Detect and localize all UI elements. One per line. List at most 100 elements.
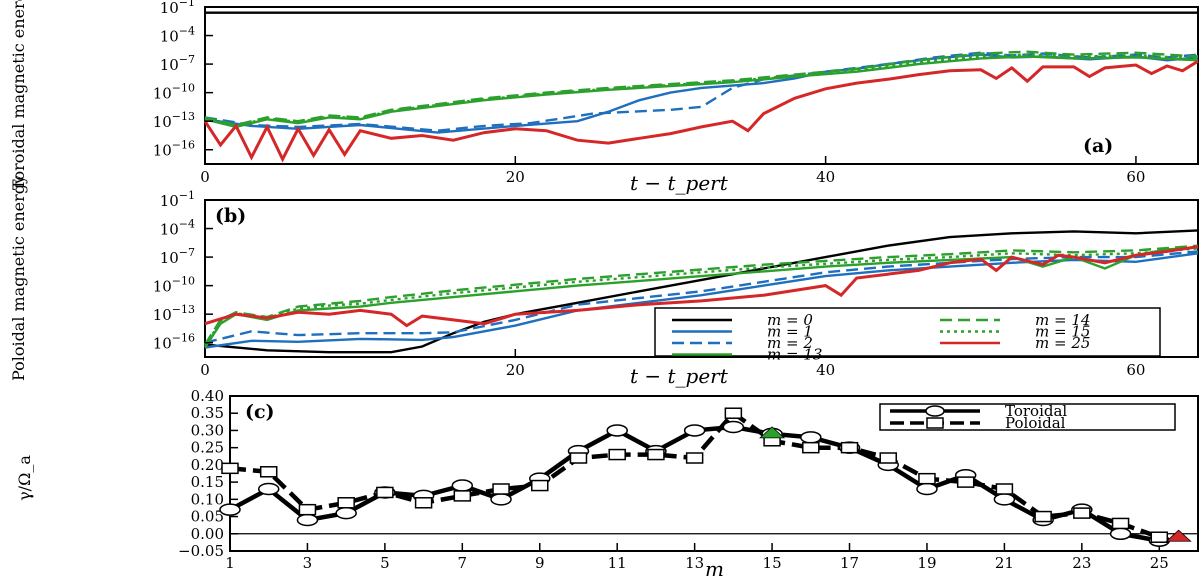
panel-b-y-ticks: 10−1 10−4 10−7 10−10 10−13 10−16 xyxy=(153,189,213,353)
circle-marker xyxy=(683,424,706,437)
square-marker xyxy=(956,476,975,488)
y-tick-label: 10−4 xyxy=(160,25,195,46)
square-marker xyxy=(1111,517,1130,530)
x-tick-label: 0 xyxy=(200,361,210,379)
y-tick-label: 0.25 xyxy=(191,439,224,457)
series-line-0 xyxy=(204,229,1199,354)
circle-marker xyxy=(800,431,822,444)
y-tick-label: 0.40 xyxy=(191,387,224,405)
panel-c: 0.400.350.300.250.200.150.100.050.00−0.0… xyxy=(15,387,1199,579)
circle-marker xyxy=(916,482,938,496)
x-tick-label: 40 xyxy=(816,168,835,186)
circle-marker xyxy=(1109,527,1132,541)
panel-b-series xyxy=(203,229,1199,354)
x-tick-label: 60 xyxy=(1126,168,1145,186)
x-tick-label: 1 xyxy=(225,554,235,572)
legend-label: m = 1 xyxy=(767,323,813,341)
square-marker xyxy=(298,503,317,516)
square-marker xyxy=(259,466,278,478)
series-line-2 xyxy=(204,51,1199,132)
panel-a-x-ticks: 0 20 40 60 xyxy=(200,156,1145,186)
y-tick-label: 10−4 xyxy=(160,218,195,239)
circle-marker xyxy=(993,493,1016,506)
square-marker xyxy=(492,483,510,495)
square-marker xyxy=(918,472,936,485)
circle-marker xyxy=(490,493,512,506)
square-marker xyxy=(724,407,743,419)
x-tick-label: 40 xyxy=(816,361,835,379)
y-tick-label: 10−10 xyxy=(153,275,195,296)
panel-b-legend: m = 0m = 1m = 2m = 13 m = 14m = 15m = 25 xyxy=(654,307,1161,364)
circle-marker xyxy=(451,479,474,492)
panel-b-y-axis-label: Poloidal magnetic energy xyxy=(9,175,28,381)
x-tick-label: 21 xyxy=(995,554,1014,572)
y-tick-label: 10−13 xyxy=(153,110,195,131)
legend-label: Poloidal xyxy=(1005,414,1066,432)
circle-marker xyxy=(296,513,319,527)
legend-label: m = 13 xyxy=(767,346,822,364)
triangle-marker xyxy=(1165,529,1192,542)
y-tick-label: 0.20 xyxy=(191,456,224,474)
x-tick-label: 20 xyxy=(506,361,525,379)
y-tick-label: −0.05 xyxy=(178,542,224,560)
square-marker xyxy=(879,452,897,464)
series-line-2 xyxy=(204,250,1199,344)
x-tick-label: 25 xyxy=(1150,554,1169,572)
y-tick-label: 0.00 xyxy=(191,525,224,543)
y-tick-label: 10−7 xyxy=(160,53,195,74)
y-tick-label: 0.15 xyxy=(191,473,224,491)
series-line-5 xyxy=(204,53,1199,128)
panel-c-y-axis-label: γ/Ω_a xyxy=(15,455,34,501)
panel-b-label: (b) xyxy=(215,205,246,227)
y-tick-label: 10−1 xyxy=(160,189,195,210)
y-tick-label: 0.05 xyxy=(191,508,224,526)
panel-c-label: (c) xyxy=(245,401,275,423)
series-line-1 xyxy=(204,252,1199,349)
circle-marker xyxy=(335,506,357,520)
square-marker xyxy=(1073,507,1091,519)
x-tick-label: 5 xyxy=(380,554,390,572)
y-tick-label: 0.10 xyxy=(191,490,224,508)
legend-marker xyxy=(925,405,945,417)
y-tick-label: 0.35 xyxy=(191,404,224,422)
series-line-5 xyxy=(203,247,1199,347)
square-marker xyxy=(647,448,665,461)
triangle-marker xyxy=(759,426,786,439)
x-tick-label: 11 xyxy=(608,554,627,572)
panel-c-series xyxy=(219,407,1192,547)
y-tick-label: 10−16 xyxy=(153,332,195,353)
series-line-6 xyxy=(204,245,1199,328)
y-tick-label: 10−13 xyxy=(153,303,195,324)
square-marker xyxy=(1150,531,1169,543)
square-marker xyxy=(608,448,626,461)
legend-label: m = 14 xyxy=(1035,311,1090,329)
y-tick-label: 10−16 xyxy=(153,139,195,160)
x-tick-label: 7 xyxy=(458,554,468,572)
legend-label: m = 25 xyxy=(1035,334,1090,352)
panel-a-series xyxy=(203,11,1199,163)
square-marker xyxy=(414,497,433,509)
square-marker xyxy=(802,441,820,454)
square-marker xyxy=(995,483,1014,495)
x-tick-label: 19 xyxy=(917,554,936,572)
panel-a-x-axis-label: t − t_pert xyxy=(630,171,729,195)
circle-marker xyxy=(257,482,280,496)
square-marker xyxy=(569,452,588,464)
y-tick-label: 10−1 xyxy=(160,0,195,17)
legend-label: Toroidal xyxy=(1005,402,1067,420)
y-tick-label: 0.30 xyxy=(191,421,224,439)
x-tick-label: 3 xyxy=(303,554,313,572)
series-line-toroidal xyxy=(228,424,1160,543)
square-marker xyxy=(337,497,355,509)
circle-marker xyxy=(219,503,241,516)
square-marker xyxy=(221,462,239,475)
circle-marker xyxy=(722,420,745,434)
panel-a-label: (a) xyxy=(1083,135,1113,157)
y-tick-label: 10−10 xyxy=(153,82,195,103)
series-line-4 xyxy=(204,50,1199,127)
x-tick-label: 17 xyxy=(840,554,859,572)
square-marker xyxy=(453,490,472,502)
